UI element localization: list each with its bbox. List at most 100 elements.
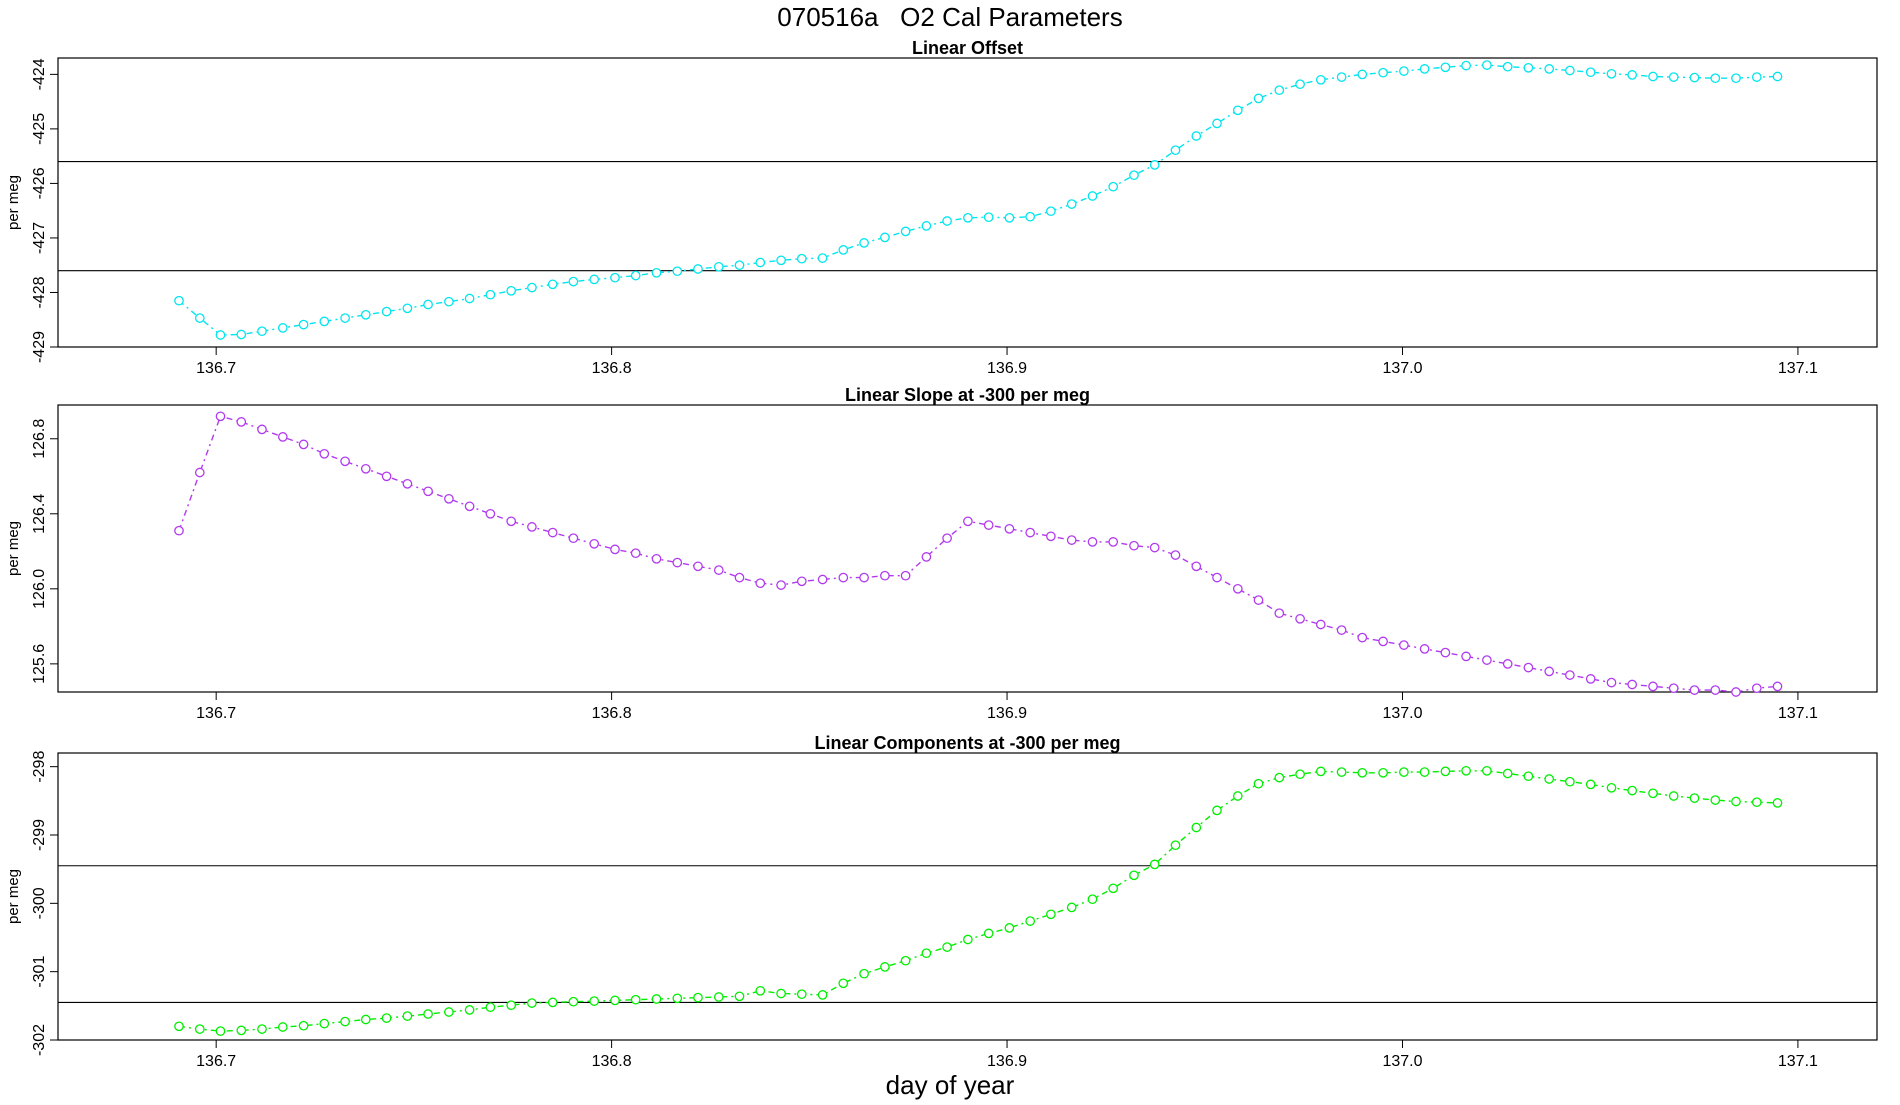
y-tick-label: 125.6 <box>31 644 48 684</box>
data-point <box>1710 685 1721 695</box>
data-point <box>194 1024 205 1034</box>
data-point <box>277 323 288 333</box>
data-point <box>1502 768 1513 779</box>
data-point <box>1066 535 1077 545</box>
data-point <box>630 994 641 1005</box>
data-point <box>547 997 558 1008</box>
chart-panel-2: Linear Slope at -300 per meg per meg 136.7… <box>5 385 1878 722</box>
data-point <box>423 299 433 310</box>
data-point <box>423 1009 433 1019</box>
data-point <box>215 411 226 422</box>
series-line <box>178 64 1778 336</box>
data-point <box>1046 206 1056 217</box>
x-tick-label: 136.8 <box>592 360 632 377</box>
data-point <box>1129 170 1139 181</box>
data-point <box>1170 145 1181 156</box>
data-point <box>610 272 620 283</box>
data-point <box>1627 679 1638 690</box>
data-point <box>257 326 267 337</box>
x-tick-label: 136.8 <box>592 705 632 722</box>
data-point <box>1274 608 1285 619</box>
data-point <box>672 993 683 1004</box>
data-point <box>194 467 205 478</box>
data-point <box>672 557 683 568</box>
data-point <box>1482 60 1492 70</box>
data-point <box>796 989 807 1000</box>
data-point <box>651 267 662 278</box>
data-point <box>963 212 973 223</box>
data-point <box>1606 782 1617 793</box>
data-point <box>1295 79 1305 90</box>
data-point <box>298 319 309 330</box>
data-point <box>1274 772 1285 783</box>
data-point <box>1419 767 1430 777</box>
data-point <box>1149 859 1160 870</box>
data-point <box>755 257 766 268</box>
data-point <box>1004 212 1015 223</box>
x-tick-label: 136.9 <box>987 1053 1027 1070</box>
data-point <box>1046 909 1056 920</box>
x-tick-label: 136.9 <box>987 360 1027 377</box>
data-point <box>900 570 911 581</box>
data-point <box>1668 791 1679 801</box>
data-point <box>257 1024 267 1034</box>
data-point <box>527 998 537 1008</box>
data-point <box>1295 613 1305 624</box>
data-point <box>1606 68 1617 79</box>
data-point <box>1129 540 1139 551</box>
data-point <box>1751 797 1762 808</box>
data-point <box>1544 774 1555 784</box>
y-axis-label: per meg <box>5 175 22 230</box>
data-point <box>1232 105 1243 116</box>
data-point <box>1087 191 1098 201</box>
data-point <box>1544 666 1555 677</box>
data-point <box>1482 765 1492 776</box>
y-tick-label: -302 <box>31 1024 48 1056</box>
data-point <box>672 266 683 277</box>
data-point <box>1212 118 1222 129</box>
data-point <box>1502 659 1513 669</box>
data-point <box>506 516 517 527</box>
data-point <box>1731 796 1741 807</box>
data-point <box>1149 160 1160 170</box>
data-point <box>298 1020 309 1031</box>
data-point <box>194 313 205 323</box>
y-tick-label: -428 <box>31 276 48 308</box>
data-point <box>693 561 703 572</box>
data-point <box>174 525 184 536</box>
data-point <box>1315 74 1326 85</box>
data-point <box>277 432 288 442</box>
data-point <box>568 996 579 1007</box>
data-point <box>1668 683 1679 694</box>
y-axis-label: per meg <box>5 521 22 576</box>
data-point <box>1357 69 1368 80</box>
data-point <box>1502 61 1513 72</box>
data-point <box>257 424 267 435</box>
data-point <box>1087 894 1098 905</box>
data-point <box>880 570 890 581</box>
data-point <box>921 948 932 959</box>
data-point <box>921 552 932 562</box>
data-point <box>796 576 807 587</box>
data-point <box>1315 766 1326 777</box>
x-tick-label: 137.0 <box>1382 1053 1422 1070</box>
data-point <box>340 313 350 323</box>
data-point <box>444 296 454 307</box>
data-point <box>1274 85 1285 96</box>
data-point <box>1461 651 1471 662</box>
data-point <box>838 978 849 989</box>
data-point <box>1585 779 1596 790</box>
data-point <box>859 572 869 583</box>
data-point <box>1523 662 1534 673</box>
data-point <box>983 928 994 939</box>
data-point <box>900 226 911 237</box>
data-point <box>1336 767 1347 777</box>
data-point <box>1378 636 1388 647</box>
data-point <box>319 448 330 459</box>
data-point <box>1087 537 1098 547</box>
data-point <box>610 995 620 1006</box>
data-point <box>1191 822 1202 833</box>
data-point <box>1191 131 1202 141</box>
data-point <box>485 1002 496 1013</box>
data-point <box>1004 923 1015 933</box>
